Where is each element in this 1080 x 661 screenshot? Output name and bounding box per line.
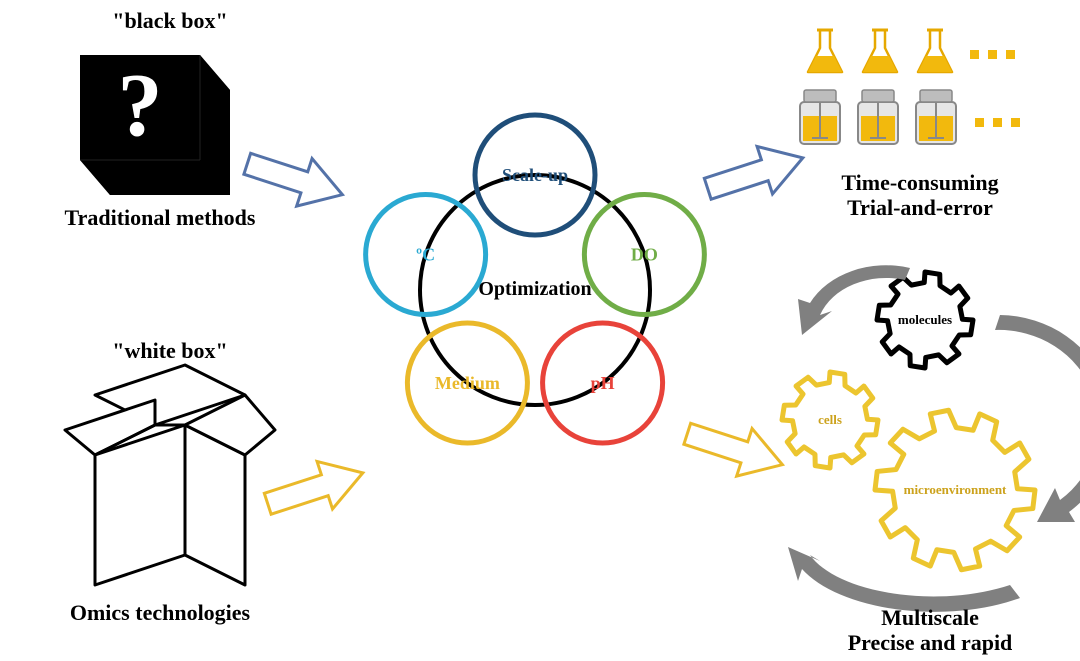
black-box-caption-above: "black box"	[60, 8, 280, 34]
black-box-caption-below: Traditional methods	[40, 205, 280, 231]
flasks-group	[800, 30, 1020, 144]
reactor-icon	[858, 90, 898, 144]
gear-icon: microenvironment	[875, 410, 1035, 569]
reactor-icon	[800, 90, 840, 144]
gear-icon: molecules	[877, 272, 973, 368]
gear-label: microenvironment	[904, 482, 1007, 497]
white-box-caption-above: "white box"	[60, 338, 280, 364]
opt-node-label: Scale-up	[502, 165, 568, 185]
arrow-bottom-left	[260, 449, 371, 527]
svg-text:?: ?	[118, 56, 163, 155]
right-bottom-caption: Multiscale Precise and rapid	[790, 605, 1070, 656]
arrow-bottom-right	[680, 410, 791, 488]
reactor-icon	[916, 90, 956, 144]
black-box-icon: ?	[80, 55, 230, 195]
ellipsis-dot	[1006, 50, 1015, 59]
opt-node-label: Medium	[435, 373, 500, 393]
ellipsis-dot	[970, 50, 979, 59]
optimization-title: Optimization	[435, 278, 635, 301]
opt-node-label: DO	[631, 244, 658, 264]
gear-icon: cells	[782, 372, 878, 468]
opt-node-label: pH	[591, 373, 615, 393]
ellipsis-dot	[975, 118, 984, 127]
white-box-icon	[65, 365, 275, 585]
ellipsis-dot	[988, 50, 997, 59]
gear-label: molecules	[898, 312, 952, 327]
diagram-canvas: ? Scale-up DO pH Medium ºC	[0, 0, 1080, 661]
gear-label: cells	[818, 412, 842, 427]
flask-icon	[808, 30, 842, 72]
ellipsis-dot	[993, 118, 1002, 127]
right-top-caption: Time-consuming Trial-and-error	[790, 170, 1050, 221]
flask-icon	[918, 30, 952, 72]
opt-node-label: ºC	[416, 244, 435, 264]
white-box-caption-below: Omics technologies	[30, 600, 290, 626]
ellipsis-dot	[1011, 118, 1020, 127]
flask-icon	[863, 30, 897, 72]
